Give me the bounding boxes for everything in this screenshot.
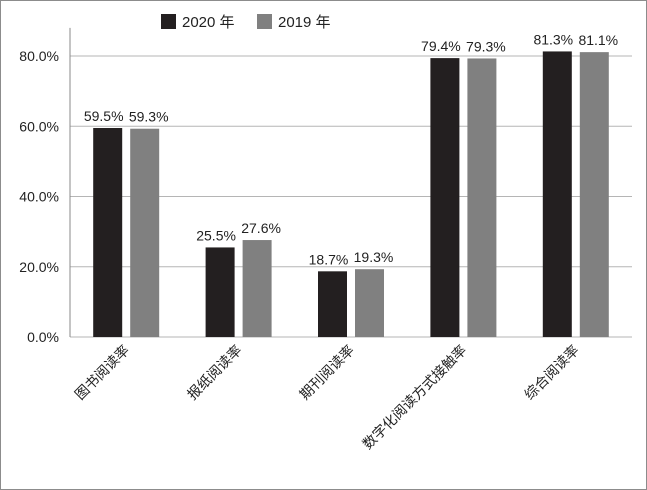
legend: 2020 年 2019 年	[161, 14, 331, 31]
data-labels: 59.5% 59.3% 25.5% 27.6% 18.7% 19.3% 79.4% 79.3%…	[84, 31, 618, 267]
bar-2020	[318, 271, 347, 337]
bar-2019	[579, 52, 609, 337]
data-label: 81.1%	[578, 32, 618, 48]
legend-swatch	[161, 14, 176, 29]
bar-2019	[467, 58, 497, 338]
bar-2020	[430, 58, 460, 338]
bars	[93, 51, 609, 338]
y-axis-ticks: 0.0% 20.0% 40.0% 60.0% 80.0%	[19, 48, 59, 345]
bar-2019	[355, 269, 384, 337]
y-tick-label: 40.0%	[19, 189, 59, 205]
y-tick-label: 0.0%	[27, 329, 59, 345]
x-category-label: 报纸阅读率	[184, 342, 246, 404]
y-tick-label: 60.0%	[19, 118, 59, 134]
bar-2020	[205, 247, 235, 337]
data-label: 18.7%	[309, 251, 349, 267]
data-label: 79.3%	[466, 38, 506, 54]
bar-2020	[93, 128, 123, 337]
data-label: 27.6%	[241, 220, 281, 236]
y-tick-label: 80.0%	[19, 48, 59, 64]
data-label: 79.4%	[421, 38, 461, 54]
bar-2019	[130, 128, 160, 337]
x-axis-categories: 图书阅读率 报纸阅读率 期刊阅读率 数字化阅读方式接触率 综合阅读率	[72, 342, 583, 453]
data-label: 19.3%	[354, 249, 394, 265]
bar-2020	[542, 51, 572, 338]
data-label: 59.5%	[84, 108, 124, 124]
data-label: 59.3%	[129, 109, 169, 125]
data-label: 81.3%	[533, 31, 573, 47]
bar-2019	[242, 240, 272, 337]
legend-swatch	[257, 14, 272, 29]
gridlines	[69, 27, 632, 338]
data-label: 25.5%	[196, 227, 236, 243]
legend-label: 2020 年	[182, 14, 235, 31]
x-category-label: 图书阅读率	[72, 342, 134, 404]
y-tick-label: 20.0%	[19, 259, 59, 275]
legend-label: 2019 年	[278, 14, 331, 31]
x-category-label: 综合阅读率	[521, 342, 583, 404]
x-category-label: 数字化阅读方式接触率	[359, 342, 470, 453]
x-category-label: 期刊阅读率	[296, 342, 358, 404]
